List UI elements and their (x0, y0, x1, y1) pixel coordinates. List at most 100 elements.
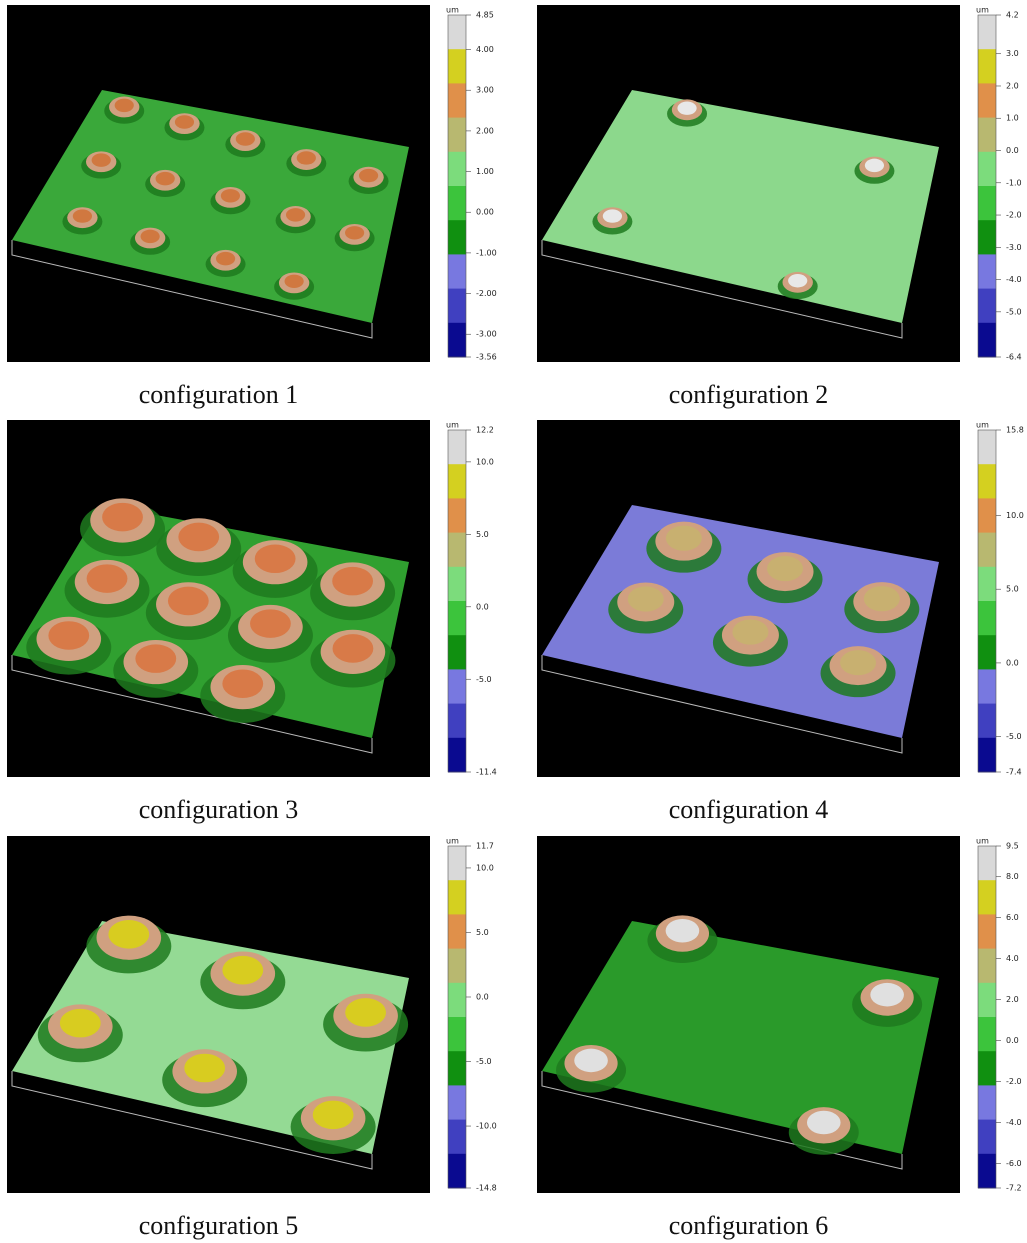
colorbar-band (978, 1017, 996, 1052)
colorbar-tick-label: 0.0 (476, 602, 489, 611)
colorbar-tick-label: 10.0 (476, 863, 494, 872)
colorbar-band (448, 186, 466, 221)
colorbar-tick-label: -6.4 (1006, 353, 1022, 362)
colorbar-band (978, 1085, 996, 1121)
surface-edge (541, 655, 903, 754)
colorbar-band (978, 288, 996, 324)
surface (542, 921, 939, 1154)
colorbar-band (978, 1119, 996, 1155)
surface-edge (541, 240, 903, 339)
caption: configuration 2 (669, 380, 829, 409)
colorbar-tick-label: -1.00 (476, 248, 497, 257)
caption: configuration 3 (139, 795, 299, 824)
colorbar-tick-label: 0.0 (1006, 1036, 1019, 1045)
colorbar-band (978, 220, 996, 255)
colorbar-tick-label: -1.0 (1006, 178, 1022, 187)
colorbar-band (448, 322, 466, 358)
colorbar-band (448, 880, 466, 915)
bump-top (870, 982, 904, 1007)
colorbar-tick-label: -3.00 (476, 330, 497, 339)
colorbar-tick-label: -2.0 (1006, 211, 1022, 220)
bump-top (184, 1053, 226, 1083)
colorbar-tick-label: 4.2 (1006, 11, 1019, 20)
colorbar-tick-label: -7.4 (1006, 768, 1022, 777)
colorbar-band (448, 83, 466, 119)
colorbar-band (448, 703, 466, 739)
colorbar-tick-label: -5.0 (476, 675, 492, 684)
bump-top (135, 644, 177, 673)
colorbar-band (448, 1119, 466, 1155)
colorbar-frame (977, 14, 997, 358)
colorbar-tick-label: 6.0 (1006, 913, 1019, 922)
bump-top (174, 115, 195, 129)
colorbar-band (978, 151, 996, 187)
colorbar-band (978, 1153, 996, 1189)
colorbar-tick-label: 5.0 (1006, 585, 1019, 594)
colorbar-band (978, 15, 996, 50)
bump-top (72, 209, 93, 223)
bump-top (677, 101, 697, 115)
colorbar-band (978, 430, 996, 465)
panel: um 15.8 10.0 5.0 0.0 -5.0 -7.4 configuration 4 (537, 420, 1024, 824)
colorbar-band (448, 464, 466, 499)
colorbar-tick-label: 0.0 (476, 992, 489, 1001)
bump-top (254, 544, 296, 574)
colorbar-tick-label: 15.8 (1006, 426, 1024, 435)
colorbar-band (448, 669, 466, 705)
bump-top (48, 621, 90, 650)
bump-top (215, 251, 236, 266)
caption: configuration 4 (669, 795, 829, 824)
bump-top (358, 168, 379, 183)
colorbar-tick-label: -10.0 (476, 1122, 497, 1131)
colorbar-band (448, 601, 466, 636)
colorbar-unit: um (976, 837, 989, 846)
colorbar-band (978, 846, 996, 881)
bump-top (59, 1008, 101, 1038)
colorbar-tick-label: -3.56 (476, 353, 497, 362)
bump-top (167, 586, 209, 616)
colorbar-band (448, 1017, 466, 1052)
colorbar-band (978, 254, 996, 290)
colorbar-tick-label: -5.0 (1006, 732, 1022, 741)
colorbar-band (448, 1051, 466, 1086)
colorbar-band (448, 635, 466, 670)
colorbar-tick-label: 2.0 (1006, 81, 1019, 90)
colorbar-tick-label: 10.0 (1006, 511, 1024, 520)
colorbar-band (448, 914, 466, 950)
bump-top (222, 955, 264, 985)
colorbar-tick-label: -7.2 (1006, 1184, 1022, 1193)
colorbar-band (448, 220, 466, 255)
colorbar-band (978, 669, 996, 705)
bump-top (767, 555, 804, 582)
colorbar-band (448, 49, 466, 84)
colorbar-tick-label: 8.0 (1006, 872, 1019, 881)
caption: configuration 5 (139, 1211, 299, 1240)
surface (12, 921, 409, 1154)
bump-top (840, 650, 877, 676)
colorbar-tick-label: 3.00 (476, 86, 494, 95)
colorbar-unit: um (446, 421, 459, 430)
colorbar-tick-label: -3.0 (1006, 243, 1022, 252)
bump-top (114, 98, 134, 113)
colorbar-band (978, 635, 996, 670)
bump-top (332, 634, 374, 663)
panel: um 9.5 8.0 6.0 4.0 2.0 0.0 -2.0 -4.0 -6.0 -7.2 conf… (537, 836, 1022, 1240)
colorbar-band (978, 566, 996, 602)
colorbar-band (448, 948, 466, 984)
colorbar-band (978, 982, 996, 1018)
colorbar-band (978, 186, 996, 221)
colorbar-band (448, 117, 466, 153)
bump-top (220, 189, 241, 203)
caption: configuration 1 (139, 380, 299, 409)
colorbar-tick-label: -11.4 (476, 768, 497, 777)
colorbar-tick-label: -4.0 (1006, 1118, 1022, 1127)
colorbar-frame (447, 845, 467, 1189)
colorbar-band (448, 151, 466, 187)
colorbar-tick-label: 0.0 (1006, 658, 1019, 667)
bump-top (140, 229, 160, 244)
surface-edge (541, 1071, 903, 1170)
colorbar-band (978, 532, 996, 568)
colorbar-band (978, 498, 996, 534)
panel: um 11.7 10.0 5.0 0.0 -5.0 -10.0 -14.8 configurat… (7, 836, 497, 1240)
